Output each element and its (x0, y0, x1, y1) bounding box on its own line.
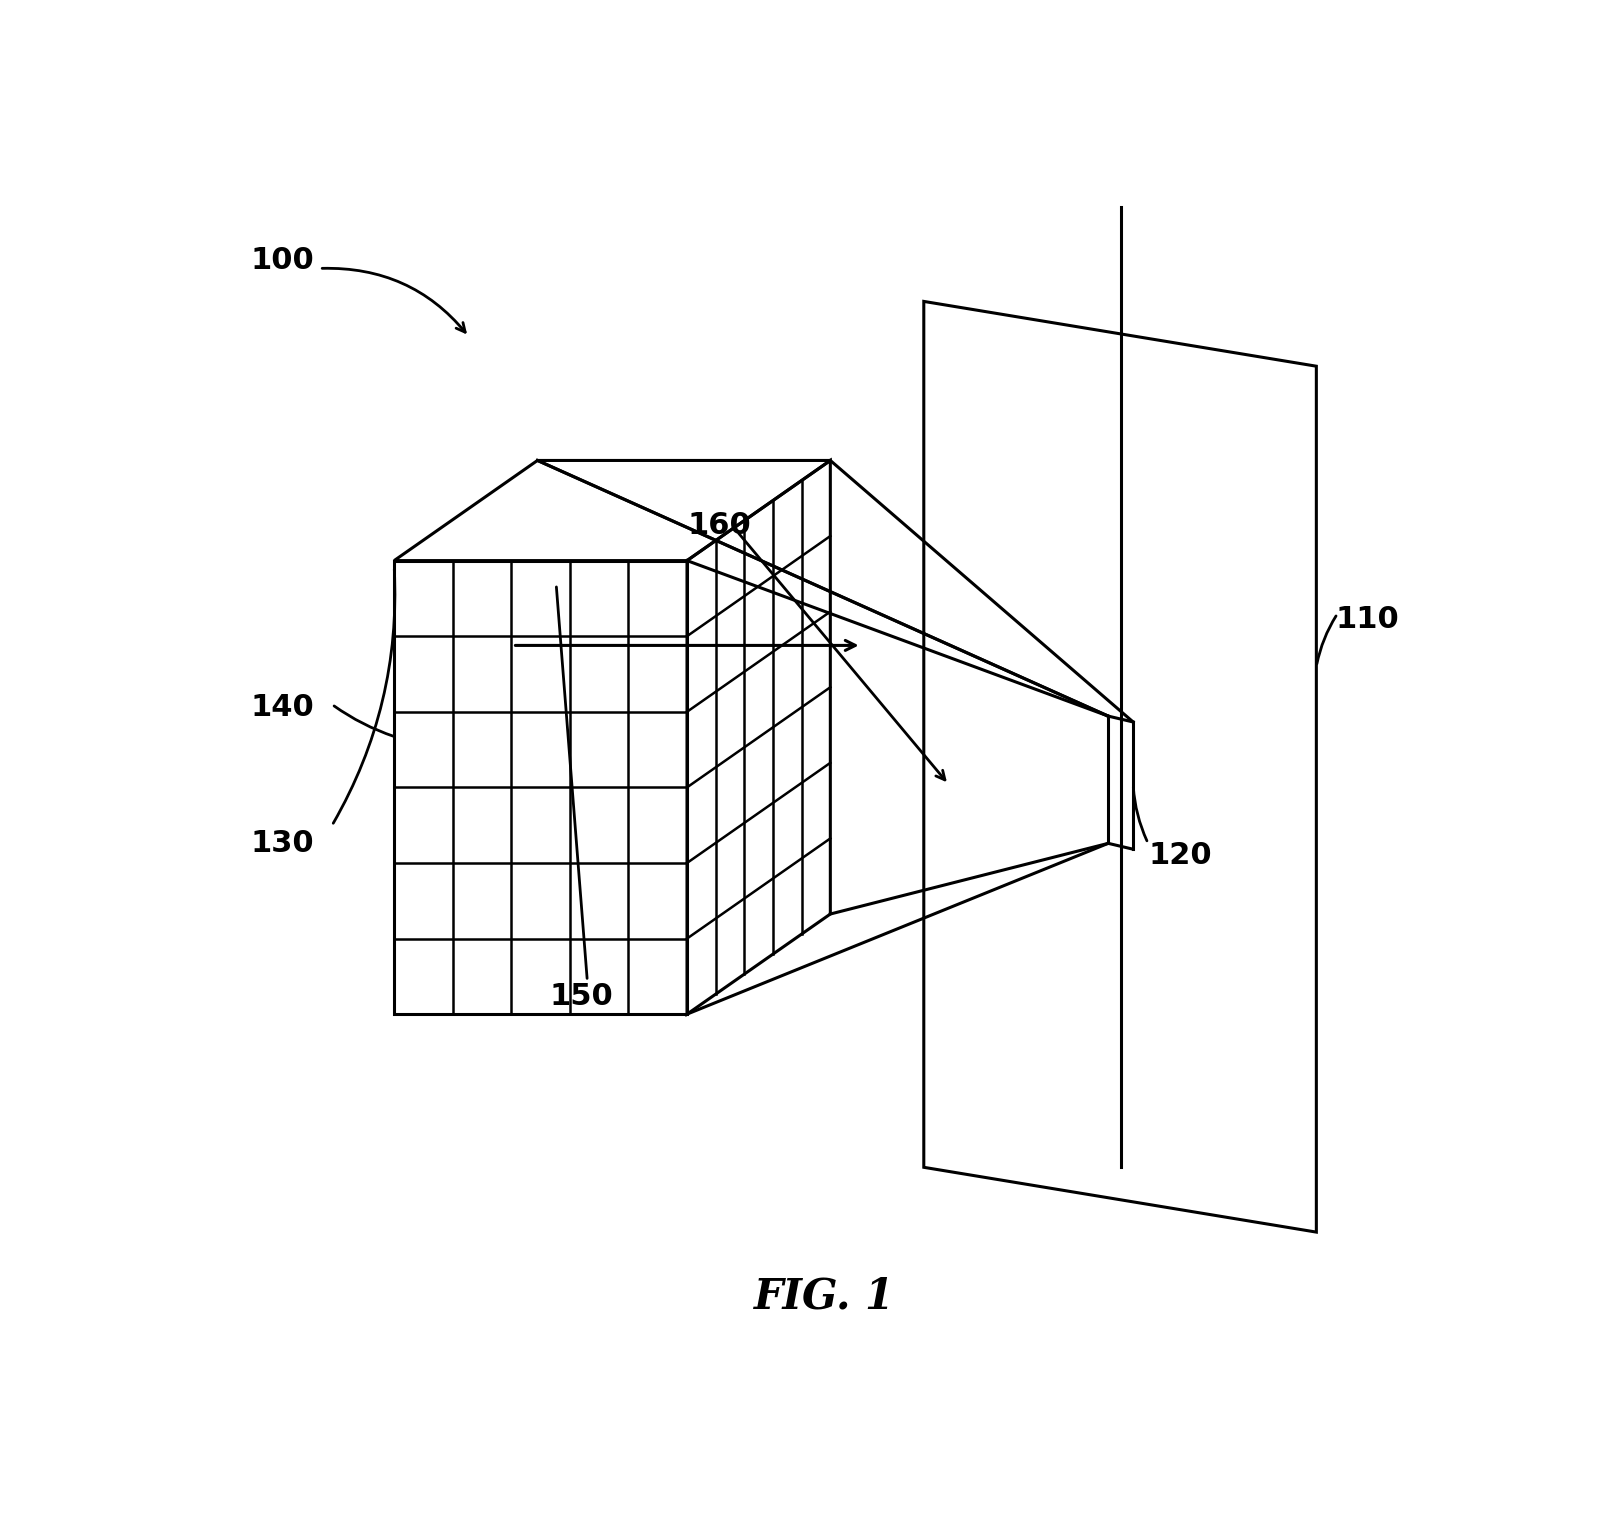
Text: 100: 100 (251, 246, 315, 275)
Text: 160: 160 (686, 511, 750, 540)
Text: 150: 150 (550, 982, 614, 1011)
Text: 110: 110 (1334, 604, 1398, 633)
Text: FIG. 1: FIG. 1 (754, 1276, 893, 1317)
Text: 130: 130 (251, 829, 315, 858)
Text: 120: 120 (1147, 840, 1212, 869)
Text: 140: 140 (251, 693, 315, 722)
